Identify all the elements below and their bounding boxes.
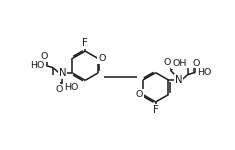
Text: F: F: [153, 105, 159, 115]
Text: HO: HO: [197, 68, 211, 77]
Text: OH: OH: [172, 59, 187, 68]
Text: O: O: [41, 52, 48, 61]
Text: F: F: [82, 38, 88, 48]
Text: O: O: [164, 58, 171, 67]
Text: O: O: [135, 90, 143, 99]
Text: O: O: [193, 58, 200, 68]
Text: HO: HO: [30, 61, 45, 70]
Text: N: N: [59, 68, 66, 78]
Text: HO: HO: [64, 83, 78, 92]
Text: O: O: [98, 54, 106, 63]
Text: O: O: [55, 85, 63, 94]
Text: N: N: [175, 75, 182, 85]
